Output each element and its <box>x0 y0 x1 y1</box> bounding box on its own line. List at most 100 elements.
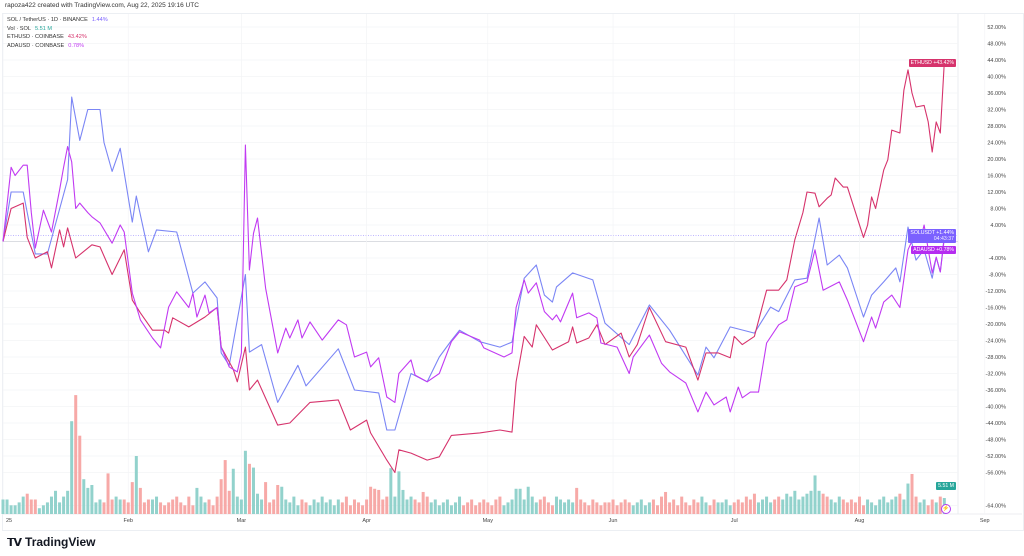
volume-bar <box>579 499 583 514</box>
volume-bar <box>506 502 510 514</box>
volume-bar <box>559 499 563 514</box>
volume-bar <box>429 502 433 514</box>
volume-bar <box>902 499 906 514</box>
tradingview-logo: 𝗧𝗩 TradingView <box>7 535 96 549</box>
lightning-icon[interactable]: ⚡ <box>941 504 951 514</box>
volume-bar <box>765 496 769 514</box>
volume-bar <box>183 505 187 514</box>
series-line-ethusd <box>2 62 945 474</box>
y-tick-label: -40.00% <box>986 405 1007 411</box>
legend-item-eth[interactable]: ETHUSD · COINBASE 43.42% <box>7 34 87 41</box>
legend-value-volume: 5.51 M <box>34 25 53 32</box>
volume-bar <box>550 505 554 514</box>
volume-bar <box>251 467 255 514</box>
y-tick-label: -52.00% <box>986 454 1007 460</box>
volume-bar <box>163 505 167 514</box>
volume-bar <box>296 505 300 514</box>
volume-bar <box>886 502 890 514</box>
volume-bar <box>672 499 676 514</box>
volume-bar <box>870 502 874 514</box>
x-tick-label: Aug <box>855 518 865 524</box>
y-tick-label: 16.00% <box>987 174 1006 180</box>
legend-item-sol[interactable]: SOL / TetherUS · 1D · BINANCE 1.44% <box>7 17 108 23</box>
volume-bar <box>357 502 361 514</box>
volume-bar <box>773 499 777 514</box>
volume-bar <box>304 502 308 514</box>
volume-bar <box>538 499 542 514</box>
volume-bar <box>926 505 930 514</box>
time-axis: 25 Feb Mar Apr May Jun Jul Aug Sep <box>6 518 990 524</box>
legend-item-ada[interactable]: ADAUSD · COINBASE 0.78% <box>7 42 85 49</box>
volume-bar <box>623 499 627 514</box>
volume-bar <box>542 496 546 514</box>
volume-bar <box>98 499 102 514</box>
volume-bar <box>352 499 356 514</box>
volume-bar <box>150 499 154 514</box>
volume-bar <box>159 502 163 514</box>
volume-bar <box>118 499 122 514</box>
volume-bar <box>462 505 466 514</box>
tradingview-mark-icon: 𝗧𝗩 <box>7 536 22 549</box>
volume-bar <box>365 499 369 514</box>
volume-bar <box>607 502 611 514</box>
y-tick-label: 32.00% <box>987 108 1006 114</box>
volume-bar <box>660 496 664 514</box>
volume-bar <box>664 491 668 514</box>
volume-bar <box>405 499 409 514</box>
volume-bar <box>332 505 336 514</box>
volume-bar <box>748 499 752 514</box>
volume-bar <box>458 496 462 514</box>
volume-bar <box>878 499 882 514</box>
volume-bar <box>813 475 817 514</box>
volume-bar <box>518 488 522 514</box>
y-tick-label: -28.00% <box>986 355 1007 361</box>
volume-bar <box>930 499 934 514</box>
volume-bar <box>437 505 441 514</box>
volume-bar <box>482 499 486 514</box>
volume-bar <box>74 395 78 514</box>
volume-bar <box>146 499 150 514</box>
legend: SOL / TetherUS · 1D · BINANCE 1.44% Vol ·… <box>7 16 108 50</box>
volume-bar <box>369 486 373 514</box>
volume-bar <box>191 505 195 514</box>
volume-bar <box>777 496 781 514</box>
volume-bar <box>324 502 328 514</box>
volume-bar <box>33 499 37 514</box>
volume-bar <box>752 493 756 514</box>
volume-bar <box>292 496 296 514</box>
volume-bar <box>474 505 478 514</box>
volume-bar <box>478 502 482 514</box>
volume-bar <box>849 499 853 514</box>
volume-bar <box>453 502 457 514</box>
ada-price-tag: ADAUSD +0.78% <box>911 246 956 254</box>
volume-bar <box>239 499 243 514</box>
volume-bar <box>692 499 696 514</box>
legend-item-volume[interactable]: Vol · SOL 5.51 M <box>7 25 53 32</box>
volume-bar <box>639 499 643 514</box>
volume-bar <box>890 499 894 514</box>
volume-bar <box>498 496 502 514</box>
volume-bar <box>114 496 118 514</box>
volume-bar <box>122 499 126 514</box>
volume-bar <box>421 491 425 514</box>
volume-bar <box>571 502 575 514</box>
volume-bar <box>106 473 110 514</box>
volume-bar <box>179 502 183 514</box>
x-tick-label: Sep <box>980 518 990 524</box>
volume-bar <box>320 496 324 514</box>
volume-bar <box>708 505 712 514</box>
volume-bar <box>514 488 518 514</box>
volume-bar <box>522 499 526 514</box>
volume-bar <box>841 499 845 514</box>
volume-bar <box>445 499 449 514</box>
volume-bar <box>797 499 801 514</box>
volume-bar <box>1 499 5 514</box>
volume-bar <box>635 502 639 514</box>
volume-bar <box>732 502 736 514</box>
series-line-adausd <box>2 144 945 413</box>
x-tick-label: Jul <box>731 518 738 524</box>
volume-bar <box>328 499 332 514</box>
volume-bar <box>361 505 365 514</box>
volume-bar <box>563 502 567 514</box>
